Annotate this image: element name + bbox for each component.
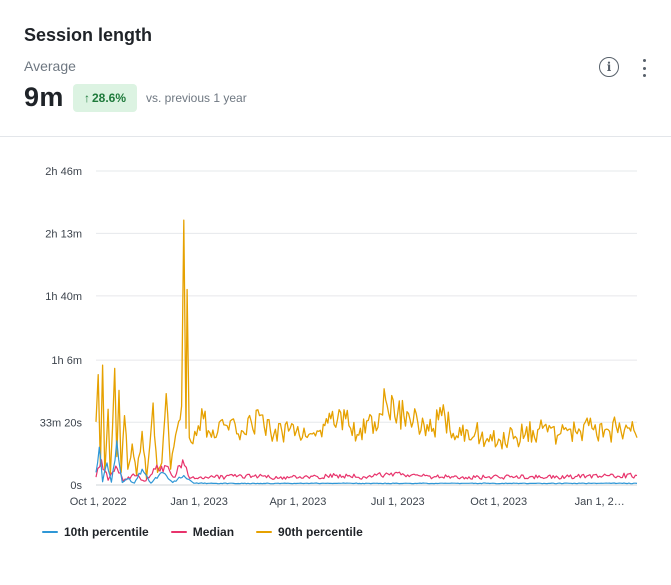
x-tick-label-0: Oct 1, 2022 [70,496,127,508]
legend-label-p90: 90th percentile [278,525,363,539]
series-line-median [96,460,637,481]
legend-swatch-median [171,531,187,533]
y-tick-label-4: 2h 13m [45,228,82,240]
legend-item-p10[interactable]: 10th percentile [42,525,149,539]
legend-swatch-p10 [42,531,58,533]
legend-label-median: Median [193,525,234,539]
info-icon[interactable]: i [599,57,619,77]
metric-value: 9m [24,82,64,113]
y-tick-label-2: 1h 6m [51,355,82,367]
y-tick-label-0: 0s [70,480,82,492]
y-tick-label-3: 1h 40m [45,291,82,303]
x-tick-label-5: Jan 1, 2… [575,496,625,508]
legend-swatch-p90 [256,531,272,533]
change-badge: ↑ 28.6% [73,84,137,112]
comparison-label: vs. previous 1 year [146,91,247,105]
y-tick-label-5: 2h 46m [45,166,82,178]
x-tick-label-3: Jul 1, 2023 [371,496,425,508]
y-tick-label-1: 33m 20s [40,417,83,429]
x-tick-label-4: Oct 1, 2023 [470,496,527,508]
more-options-icon[interactable] [634,58,654,78]
series-line-p90 [96,220,637,479]
aggregation-label: Average [24,58,76,74]
legend-item-median[interactable]: Median [171,525,234,539]
x-tick-label-1: Jan 1, 2023 [170,496,228,508]
arrow-up-icon: ↑ [84,92,90,104]
change-value: 28.6% [92,91,126,105]
x-tick-label-2: Apr 1, 2023 [269,496,326,508]
legend-label-p10: 10th percentile [64,525,149,539]
chart-legend: 10th percentile Median 90th percentile [42,525,385,539]
legend-item-p90[interactable]: 90th percentile [256,525,363,539]
page-title: Session length [24,25,152,46]
session-length-chart: 0s 33m 20s 1h 6m 1h 40m 2h 13m 2h 46m Oct 1, 2… [0,137,671,517]
